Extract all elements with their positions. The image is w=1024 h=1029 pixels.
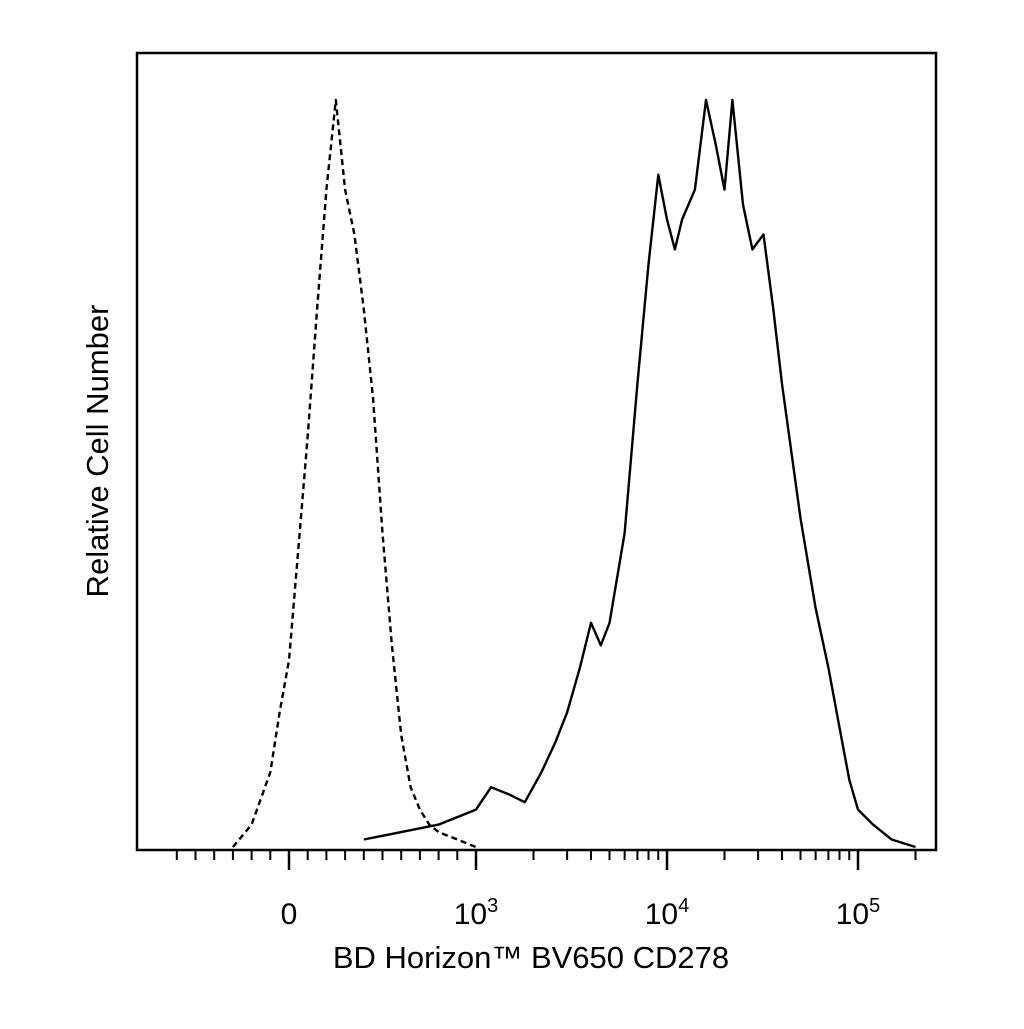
x-axis-title: BD Horizon™ BV650 CD278: [333, 940, 729, 975]
x-tick-label-base: 10: [645, 898, 678, 931]
x-tick-label-exponent: 5: [869, 895, 880, 917]
x-tick-labels: 0 103 104 105: [281, 895, 881, 931]
plot-frame: [135, 51, 938, 852]
series-line-dashed: [231, 98, 477, 849]
x-tick-label-base: 0: [281, 898, 298, 931]
series-layer: [231, 98, 916, 849]
x-tick-label-base: 10: [836, 898, 869, 931]
x-tick-label-base: 10: [454, 898, 487, 931]
x-tick-label: 104: [645, 895, 690, 931]
x-tick-label-exponent: 3: [487, 895, 498, 917]
y-axis-title: Relative Cell Number: [80, 305, 115, 598]
x-tick-label: 105: [836, 895, 881, 931]
x-tick-label: 103: [454, 895, 499, 931]
x-tick-label: 0: [281, 898, 298, 931]
x-axis-ticks: [175, 850, 917, 870]
series-line-solid: [363, 98, 916, 849]
x-tick-label-exponent: 4: [678, 895, 689, 917]
